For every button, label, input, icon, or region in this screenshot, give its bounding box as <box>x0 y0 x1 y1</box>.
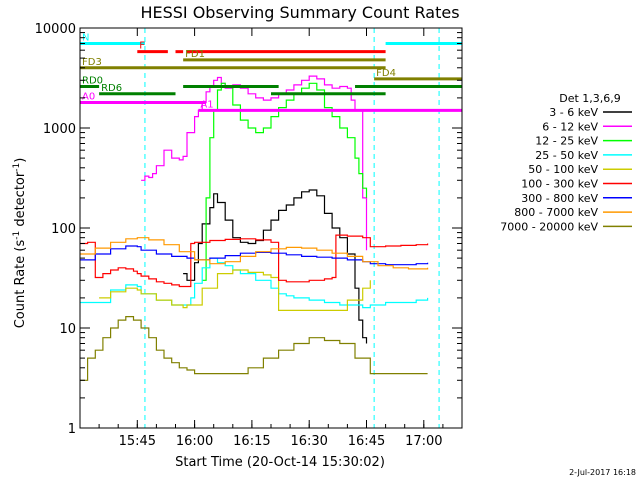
y-axis-title-sup1: -1 <box>12 231 22 240</box>
flag-label-RD6: RD6 <box>101 83 122 94</box>
flag-label-FD4: FD4 <box>376 68 396 79</box>
y-axis: 1 10 100 1000 10000 <box>35 22 462 437</box>
flag-label-A0: A0 <box>82 91 95 102</box>
series-line-0 <box>183 189 368 344</box>
series-line-1 <box>141 75 368 251</box>
flag-label-N: N <box>82 32 89 43</box>
y-axis-title-sup2: -1 <box>12 163 22 172</box>
series-line-5 <box>80 234 429 288</box>
legend-label-8: 7000 - 20000 keV <box>500 220 598 233</box>
y-tick-label-2: 100 <box>51 222 76 237</box>
flag-label-RD0: RD0 <box>82 76 103 87</box>
x-tick-label-2: 16:15 <box>233 434 270 449</box>
y-tick-label-1: 10 <box>59 322 76 337</box>
y-axis-title: Count Rate (s-1 detector-1) <box>12 158 28 329</box>
x-axis: 15:45 16:00 16:15 16:30 16:45 17:00 <box>79 28 463 449</box>
x-tick-label-1: 16:00 <box>176 434 213 449</box>
legend-label-7: 800 - 7000 keV <box>514 206 598 219</box>
y-axis-title-end: ) <box>13 158 28 163</box>
flag-label-FD1: FD1 <box>185 49 205 60</box>
legend-label-2: 12 - 25 keV <box>535 135 598 148</box>
flag-label-F: F <box>139 41 145 52</box>
series-line-8 <box>80 316 428 381</box>
y-axis-title-main: Count Rate (s <box>13 240 28 329</box>
series-line-7 <box>80 237 429 270</box>
legend-label-4: 50 - 100 keV <box>528 163 598 176</box>
legend-label-0: 3 - 6 keV <box>549 106 598 119</box>
chart-title: HESSI Observing Summary Count Rates <box>140 3 459 22</box>
y-tick-label-4: 10000 <box>35 22 76 37</box>
legend-label-1: 6 - 12 keV <box>542 120 598 133</box>
y-axis-title-mid: detector <box>13 171 28 231</box>
legend-label-5: 100 - 300 keV <box>521 178 598 191</box>
footer-timestamp: 2-Jul-2017 16:18 <box>569 468 636 477</box>
flag-label-A1: A1 <box>200 99 213 110</box>
series-line-2 <box>202 82 368 281</box>
y-tick-label-3: 1000 <box>43 122 76 137</box>
x-tick-label-3: 16:30 <box>290 434 327 449</box>
x-tick-label-5: 17:00 <box>405 434 442 449</box>
series-line-3 <box>80 257 429 309</box>
legend-title: Det 1,3,6,9 <box>559 92 621 105</box>
x-axis-title: Start Time (20-Oct-14 15:30:02) <box>175 455 385 470</box>
flag-label-FD3: FD3 <box>82 57 102 68</box>
legend-label-3: 25 - 50 keV <box>535 149 598 162</box>
legend-label-6: 300 - 800 keV <box>521 192 598 205</box>
x-tick-label-0: 15:45 <box>119 434 156 449</box>
y-tick-label-0: 1 <box>68 422 76 437</box>
x-tick-label-4: 16:45 <box>348 434 385 449</box>
series-line-4 <box>99 269 371 311</box>
